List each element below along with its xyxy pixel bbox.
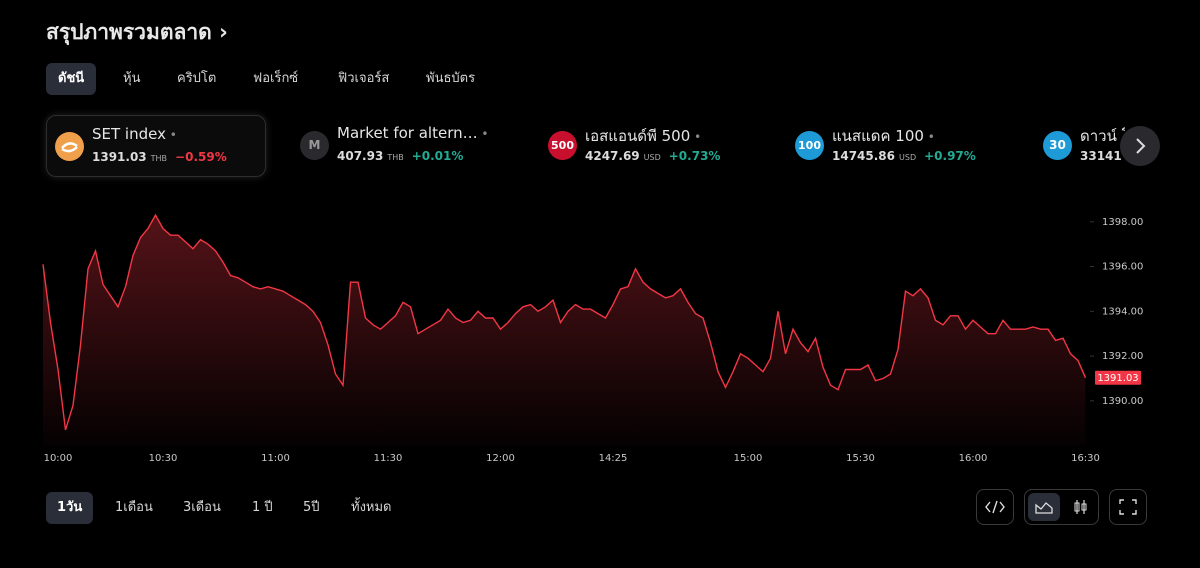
ticker-name: แนสแดค 100 xyxy=(832,124,935,148)
ticker-logo: 30 xyxy=(1043,131,1072,160)
ticker-price-row: 14745.86 USD +0.97% xyxy=(832,149,976,163)
area-icon xyxy=(1035,502,1053,514)
ticker-price: 14745.86 xyxy=(832,149,896,163)
y-tick-label: 1392.00 xyxy=(1102,351,1143,362)
candle-icon xyxy=(1074,500,1087,514)
next-icon xyxy=(1136,138,1146,154)
ticker-name: ดาวน์ โ xyxy=(1080,124,1125,148)
x-tick-label: 10:30 xyxy=(149,453,178,464)
ticker-logo: M xyxy=(300,131,329,160)
tab[interactable]: ฟิวเจอร์ส xyxy=(338,71,390,86)
chart-style-group xyxy=(1024,489,1099,525)
range-button[interactable]: 1 ปี xyxy=(252,500,273,515)
y-tick-label: 1394.00 xyxy=(1102,306,1143,317)
fullscreen-icon xyxy=(1119,499,1137,515)
price-area xyxy=(43,215,1086,446)
x-tick-label: 15:30 xyxy=(846,453,875,464)
ticker-logo xyxy=(55,132,84,161)
range-button[interactable]: ทั้งหมด xyxy=(351,500,392,515)
set-logo-icon xyxy=(61,142,78,153)
x-tick-label: 16:30 xyxy=(1071,453,1100,464)
ticker-logo: 500 xyxy=(548,131,577,160)
x-tick-label: 14:25 xyxy=(599,453,628,464)
ticker-change: +0.01% xyxy=(411,149,464,163)
ticker-logo: 100 xyxy=(795,131,824,160)
ticker-price: 4247.69 xyxy=(585,149,640,163)
price-line xyxy=(42,213,1087,431)
x-tick-label: 10:00 xyxy=(44,453,73,464)
x-tick-label: 12:00 xyxy=(486,453,515,464)
x-tick-label: 11:30 xyxy=(374,453,403,464)
ticker-change: +0.73% xyxy=(668,149,721,163)
y-tick-label: 1396.00 xyxy=(1102,262,1143,273)
ticker-name: Market for altern… xyxy=(337,124,489,142)
ticker-price: 33141 xyxy=(1080,149,1122,163)
last-price-label: 1391.03 xyxy=(1097,373,1138,384)
last-price-tag xyxy=(1095,370,1141,385)
ticker-currency: THB xyxy=(387,153,404,162)
title[interactable]: สรุปภาพรวมตลาด › xyxy=(46,16,228,49)
ticker-price-row: 4247.69 USD +0.73% xyxy=(585,149,720,163)
range-button[interactable]: 3เดือน xyxy=(183,500,221,515)
candle-style-button[interactable] xyxy=(1065,493,1097,521)
range-button[interactable]: 1เดือน xyxy=(115,500,153,515)
y-tick-label: 1398.00 xyxy=(1102,217,1143,228)
x-tick-label: 15:00 xyxy=(734,453,763,464)
ticker-name: เอสแอนด์พี 500 xyxy=(585,124,701,148)
tab[interactable]: พันธบัตร xyxy=(426,71,476,86)
tab[interactable]: ดัชนี xyxy=(46,63,97,95)
embed-button[interactable] xyxy=(976,489,1014,525)
fullscreen-button[interactable] xyxy=(1109,489,1147,525)
x-tick-label: 16:00 xyxy=(959,453,988,464)
tab[interactable]: หุ้น xyxy=(123,71,141,86)
y-tick-label: 1390.00 xyxy=(1102,396,1143,407)
ticker-card[interactable]: 30 ดาวน์ โ33141 xyxy=(1035,115,1125,177)
next-button[interactable] xyxy=(1120,126,1160,166)
tab[interactable]: คริปโต xyxy=(177,71,217,86)
ticker-price: 407.93 xyxy=(337,149,384,163)
range-button[interactable]: 1วัน xyxy=(46,492,94,524)
ticker-price: 1391.03 xyxy=(92,150,147,164)
ticker-change: +0.97% xyxy=(924,149,976,163)
range-button[interactable]: 5ปี xyxy=(303,500,320,515)
ticker-name: SET index xyxy=(92,125,177,143)
ticker-currency: USD xyxy=(643,153,661,162)
tab[interactable]: ฟอเร็กซ์ xyxy=(253,71,299,86)
area-style-button[interactable] xyxy=(1028,493,1060,521)
x-tick-label: 11:00 xyxy=(261,453,290,464)
ticker-price-row: 407.93 THB +0.01% xyxy=(337,149,463,163)
embed-icon xyxy=(985,500,1005,514)
ticker-change: −0.59% xyxy=(175,150,227,164)
ticker-currency: THB xyxy=(150,154,168,163)
ticker-price-row: 33141 xyxy=(1080,149,1122,163)
ticker-currency: USD xyxy=(899,153,917,162)
title-text[interactable]: สรุปภาพรวมตลาด xyxy=(46,20,212,44)
ticker-price-row: 1391.03 THB −0.59% xyxy=(92,150,227,164)
chevron[interactable]: › xyxy=(219,20,228,44)
